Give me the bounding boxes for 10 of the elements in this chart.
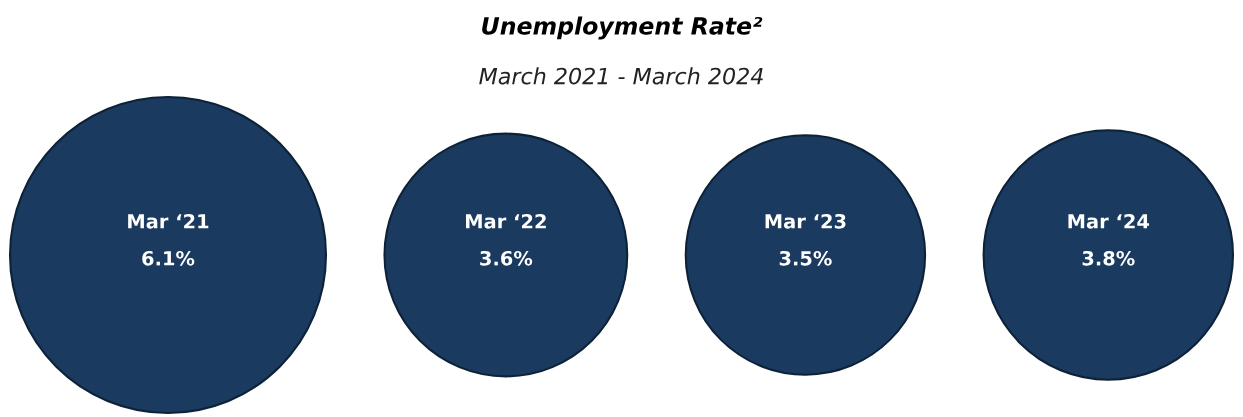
data-label: 6.1%	[142, 250, 195, 266]
text: Unemployment Rate²	[482, 16, 763, 40]
text: March 2021 - March 2024	[479, 67, 763, 85]
category-label: Mar ‘24	[1068, 213, 1150, 229]
category-label: Mar ‘21	[128, 213, 209, 229]
category-label: Mar ‘23	[765, 213, 846, 229]
data-label: 3.6%	[480, 250, 533, 266]
category-label: Mar ‘22	[466, 213, 546, 229]
data-label: 3.5%	[779, 250, 832, 266]
data-label: 3.8%	[1082, 250, 1135, 266]
